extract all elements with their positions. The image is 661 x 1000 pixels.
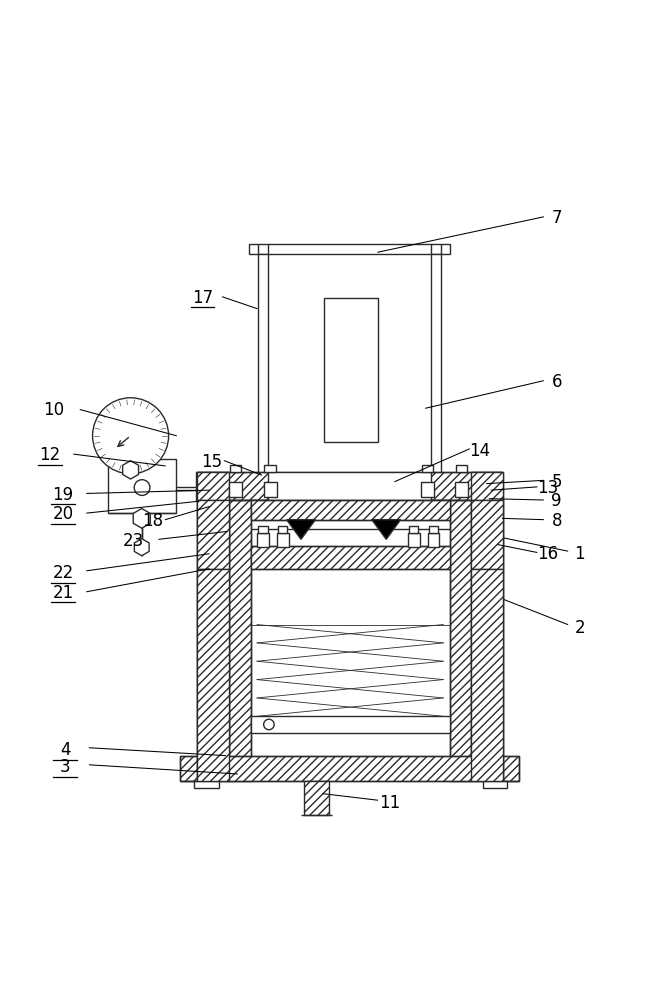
Bar [408,533,420,547]
Text: 21: 21 [52,584,74,602]
Text: 3: 3 [59,758,70,776]
Bar [264,465,276,472]
Polygon shape [471,472,503,500]
Text: 23: 23 [123,532,145,550]
Polygon shape [123,461,139,479]
Bar [455,482,468,497]
Polygon shape [258,254,268,474]
Polygon shape [287,520,315,539]
Polygon shape [371,520,401,539]
Bar [421,482,434,497]
Bar [229,482,242,497]
Text: 5: 5 [551,473,562,491]
Circle shape [482,483,492,493]
Text: 12: 12 [40,446,61,464]
Text: 17: 17 [192,289,214,307]
Polygon shape [249,244,449,254]
Polygon shape [229,500,251,781]
Text: 7: 7 [551,209,562,227]
Bar [409,526,418,533]
Polygon shape [268,472,432,500]
Text: 11: 11 [379,794,400,812]
Bar [257,533,269,547]
Text: 16: 16 [537,545,559,563]
Polygon shape [198,472,229,500]
Bar [428,533,440,547]
Text: 2: 2 [574,619,585,637]
Polygon shape [449,500,471,781]
Circle shape [208,511,218,522]
Bar [258,526,268,533]
Polygon shape [198,569,229,781]
Bar [251,716,449,733]
Circle shape [264,719,274,730]
Text: 8: 8 [551,512,562,530]
Polygon shape [471,500,503,569]
Circle shape [134,480,150,495]
Text: 1: 1 [574,545,585,563]
Text: 19: 19 [52,486,73,504]
Text: 20: 20 [52,505,73,523]
Text: 10: 10 [44,401,65,419]
Bar [229,465,241,472]
Bar [108,459,176,513]
Polygon shape [196,472,502,500]
Polygon shape [134,539,149,556]
Polygon shape [251,546,449,569]
Polygon shape [262,500,438,569]
Circle shape [208,483,218,493]
Bar [324,298,377,442]
Bar [422,465,434,472]
Polygon shape [304,781,329,815]
Polygon shape [180,756,520,781]
Text: 4: 4 [59,741,70,759]
Text: 14: 14 [469,442,490,460]
Bar [455,465,467,472]
Bar [483,781,508,788]
Text: 18: 18 [141,512,163,530]
Bar [277,533,289,547]
Polygon shape [471,569,503,781]
Bar [194,781,219,788]
Bar [264,482,277,497]
Text: 15: 15 [201,453,222,471]
Text: 6: 6 [551,373,562,391]
Text: 13: 13 [537,479,559,497]
Text: 22: 22 [52,564,74,582]
Bar [278,526,288,533]
Bar [429,526,438,533]
Circle shape [482,511,492,522]
Polygon shape [134,509,150,528]
Polygon shape [432,254,441,474]
Circle shape [93,398,169,474]
Polygon shape [198,500,229,569]
Text: 9: 9 [551,492,562,510]
Polygon shape [251,500,449,520]
